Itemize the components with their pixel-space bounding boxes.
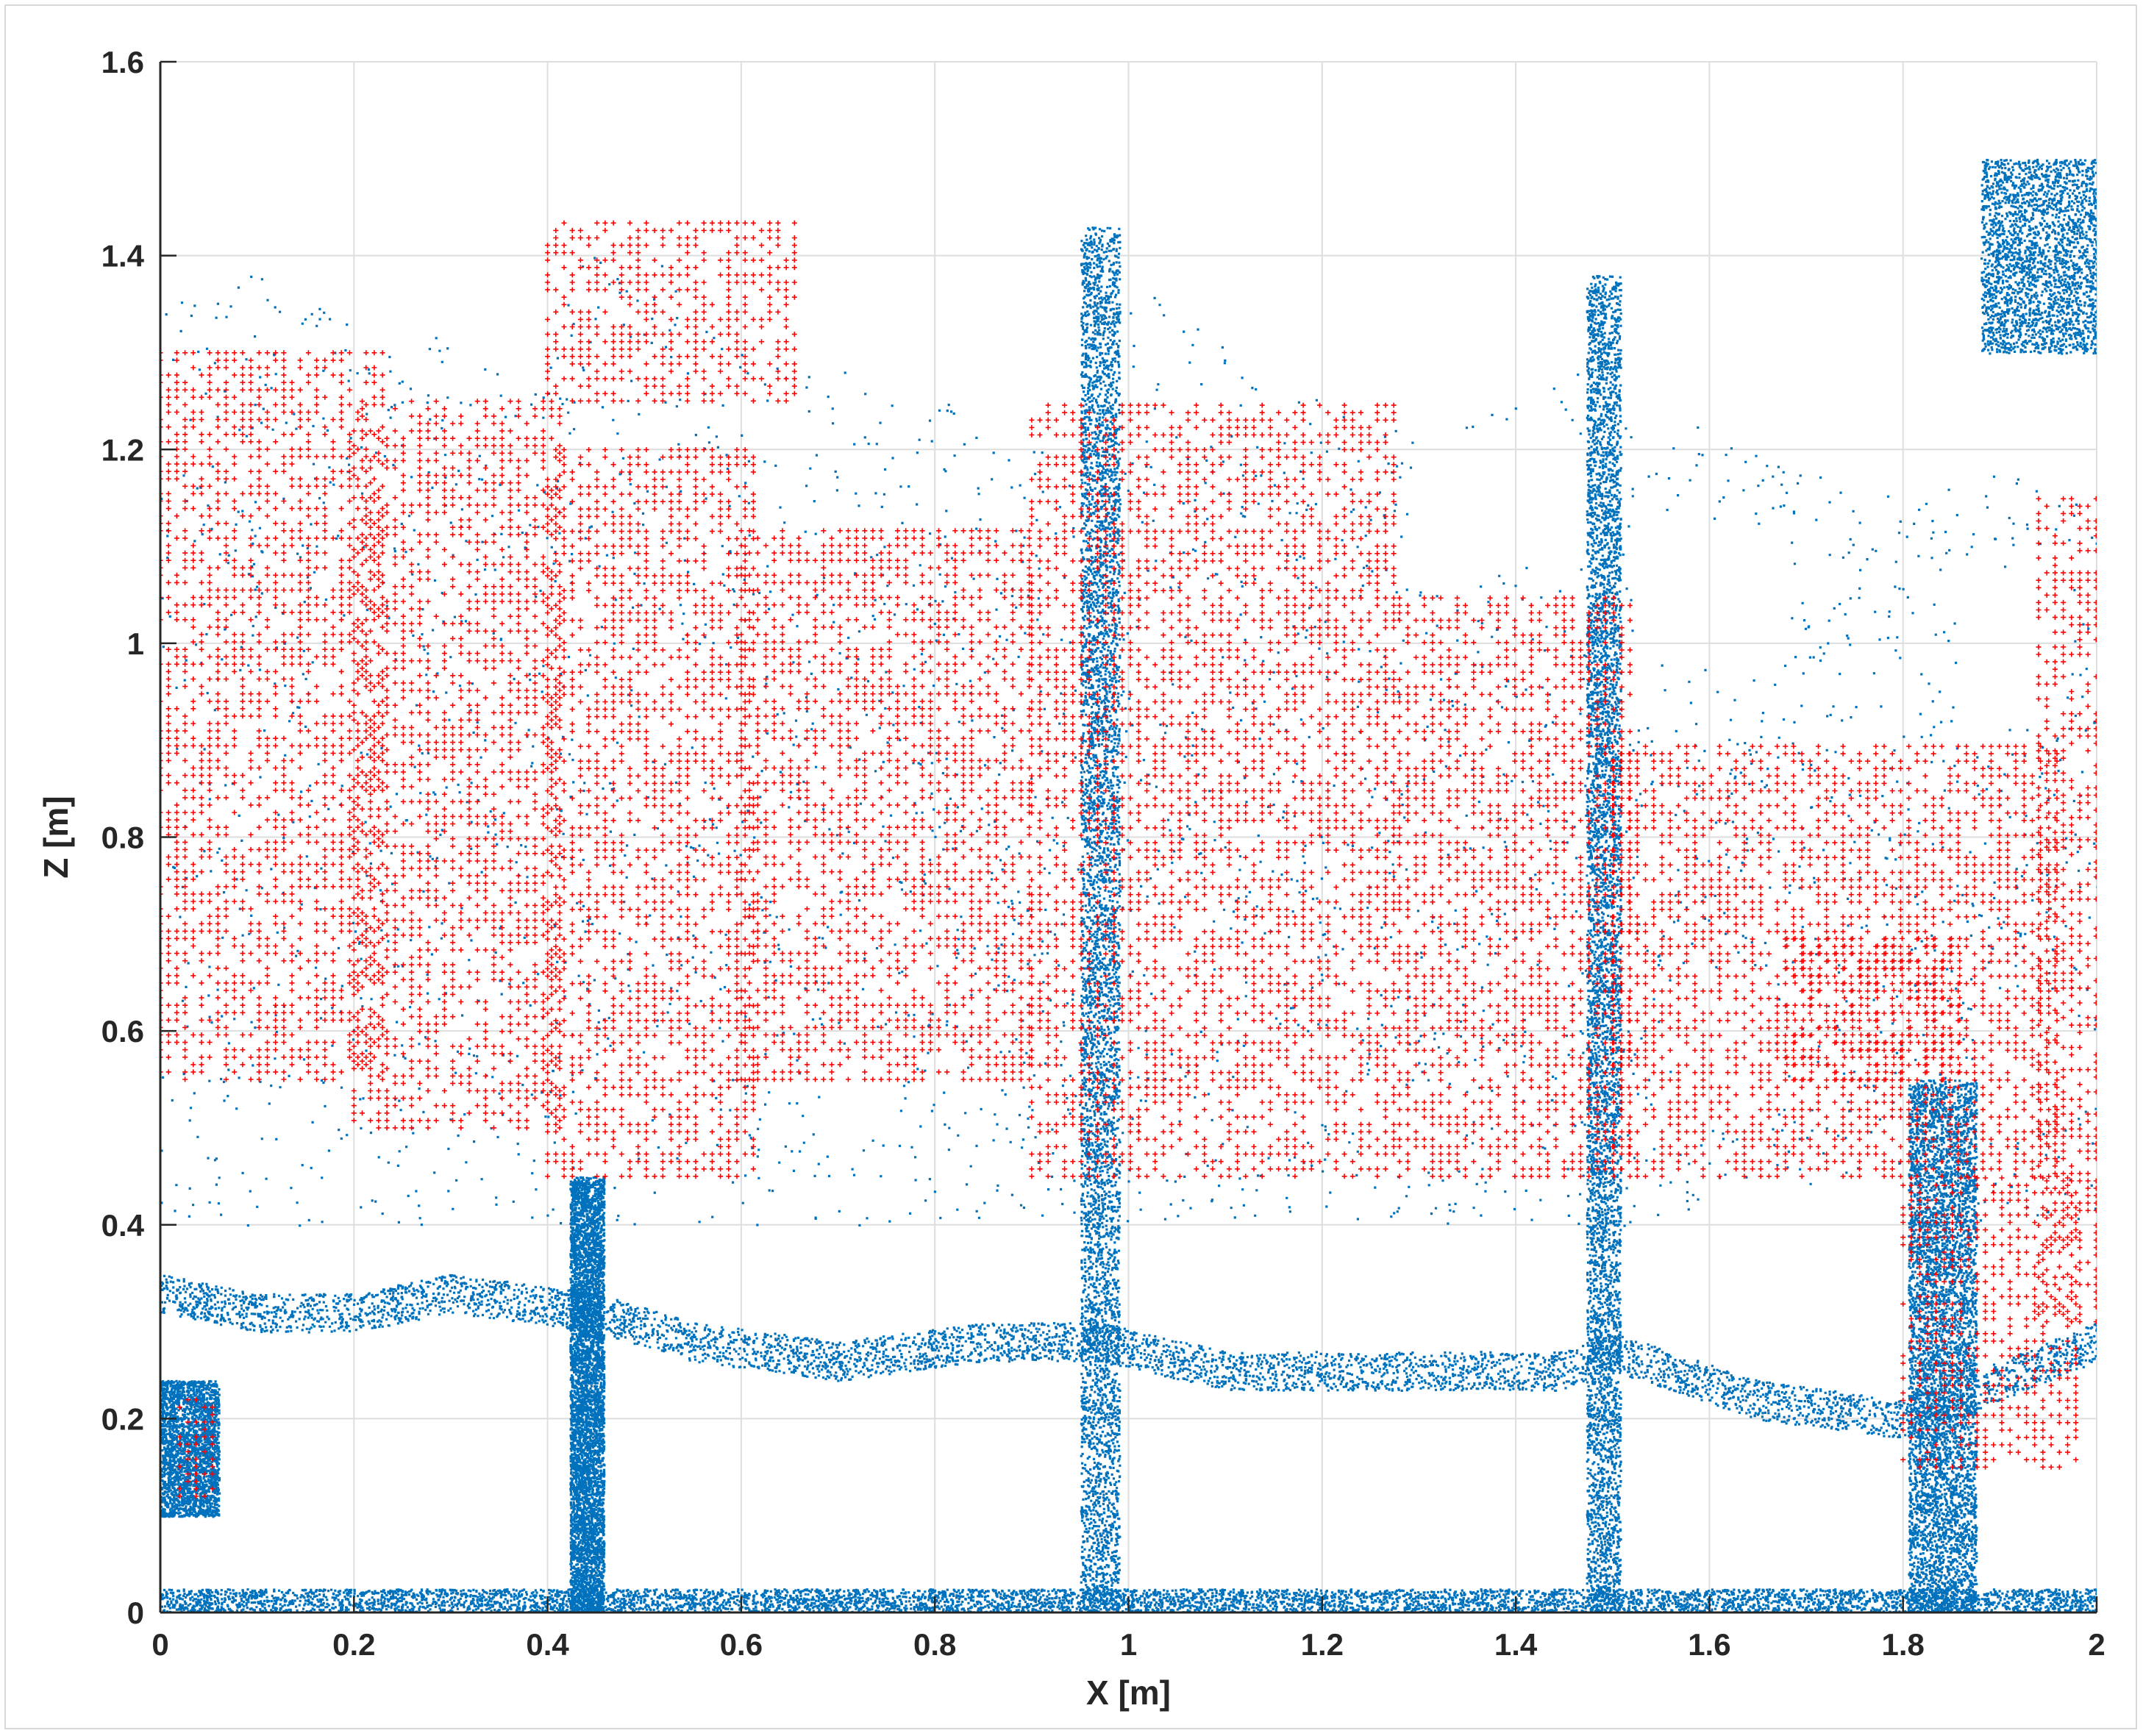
x-tick-labels: 0 0.2 0.4 0.6 0.8 1 1.2 1.4 1.6 1.8 2 bbox=[151, 1627, 2105, 1662]
y-tick-label: 0.6 bbox=[101, 1014, 144, 1049]
y-tick-label: 1.2 bbox=[101, 432, 144, 467]
y-tick-label: 0.2 bbox=[101, 1401, 144, 1436]
y-tick-label: 1.4 bbox=[101, 239, 145, 274]
y-tick-label: 0.8 bbox=[101, 821, 144, 855]
grid-lines bbox=[160, 62, 2097, 1612]
y-axis-label: Z [m] bbox=[37, 796, 75, 878]
x-tick-label: 1.6 bbox=[1688, 1627, 1730, 1662]
y-tick-labels: 0 0.2 0.4 0.6 0.8 1 1.2 1.4 1.6 bbox=[101, 45, 145, 1630]
x-tick-label: 1 bbox=[1120, 1627, 1137, 1662]
y-tick-label: 0 bbox=[127, 1596, 144, 1630]
x-tick-label: 0.2 bbox=[332, 1627, 375, 1662]
x-tick-label: 0.8 bbox=[913, 1627, 956, 1662]
x-tick-label: 0.4 bbox=[526, 1627, 569, 1662]
y-tick-label: 1 bbox=[127, 626, 144, 661]
x-tick-label: 2 bbox=[2088, 1627, 2105, 1662]
y-tick-label: 1.6 bbox=[101, 45, 144, 79]
x-tick-label: 1.8 bbox=[1882, 1627, 1925, 1662]
x-tick-label: 0.6 bbox=[720, 1627, 763, 1662]
x-tick-label: 1.2 bbox=[1301, 1627, 1344, 1662]
x-axis-label: X [m] bbox=[1086, 1674, 1171, 1712]
x-tick-label: 1.4 bbox=[1494, 1627, 1538, 1662]
y-tick-label: 0.4 bbox=[101, 1208, 145, 1243]
x-tick-label: 0 bbox=[151, 1627, 168, 1662]
